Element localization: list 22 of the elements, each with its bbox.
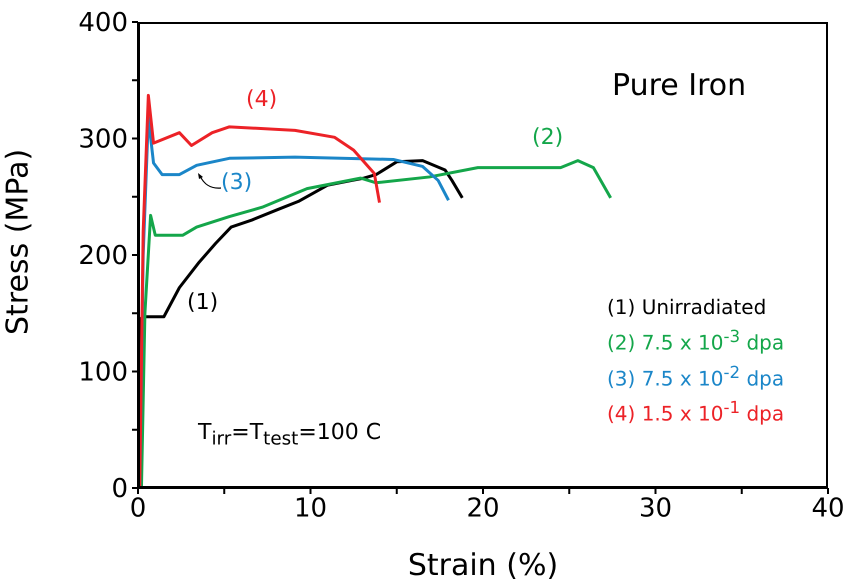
text: Pure Iron — [612, 68, 746, 103]
x-tick-label: 40 — [811, 493, 845, 524]
y-tick-label: 300 — [78, 124, 128, 155]
y-axis-title: Stress (MPa) — [0, 148, 36, 335]
x-tick-label: 10 — [294, 493, 328, 524]
annotation: (2) — [532, 125, 564, 150]
x-tick-label: 0 — [130, 493, 146, 524]
annotation: T$_{irr}$=T$_{test}$=100 C — [198, 420, 382, 450]
x-tick-label: 30 — [638, 493, 672, 524]
x-axis-title: Strain (%) — [408, 548, 558, 579]
text: (2) 7.5 x 10$^{-3}$ dpa — [607, 326, 784, 357]
text: (3) 7.5 x 10$^{-2}$ dpa — [607, 362, 784, 392]
y-tick-label: 400 — [78, 8, 128, 38]
y-tick-label: 100 — [78, 358, 128, 388]
y-tick-label: 0 — [111, 474, 128, 504]
annotation: (4) — [246, 87, 278, 112]
text: (1) Unirradiated — [607, 294, 768, 321]
y-tick-label: 200 — [78, 241, 128, 272]
annotation: (3) — [221, 170, 252, 195]
annotation: (1) — [187, 290, 218, 315]
x-tick-label: 20 — [466, 493, 500, 524]
text: (4) 1.5 x 10$^{-1}$ dpa — [607, 397, 784, 428]
